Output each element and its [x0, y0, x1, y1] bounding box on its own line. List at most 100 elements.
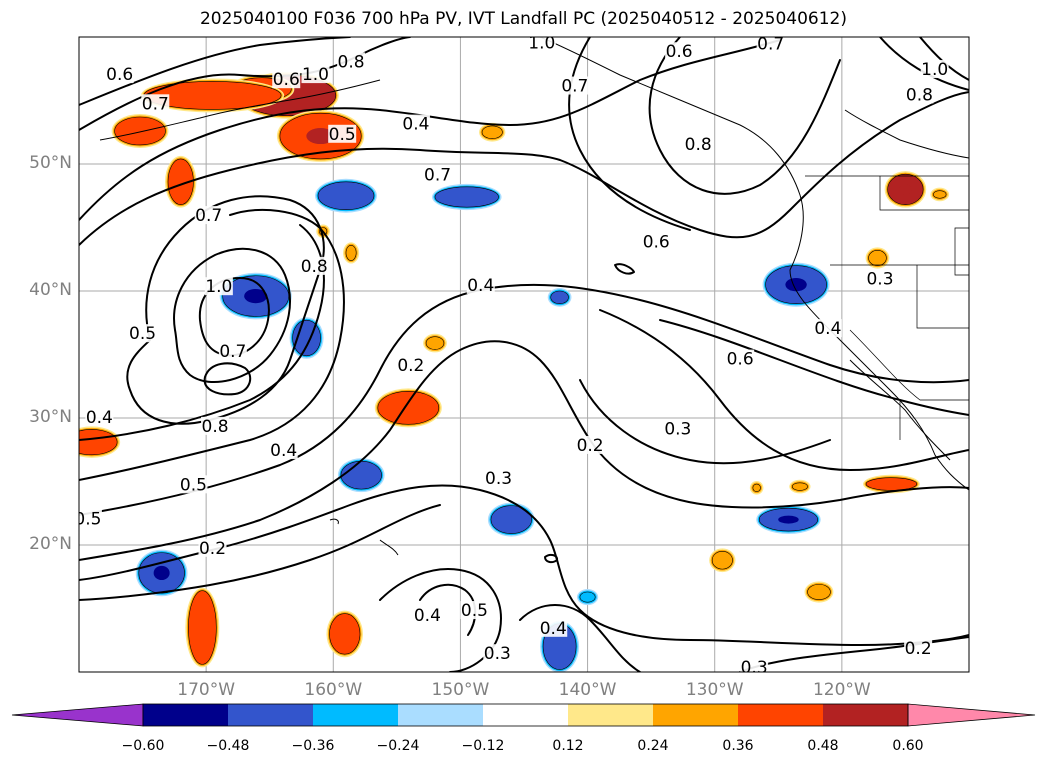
- ivt-anomaly: [804, 581, 834, 603]
- ivt-anomaly: [276, 110, 365, 162]
- longitude-label: 120°W: [812, 680, 871, 700]
- pv-contour-label: 0.8: [685, 135, 712, 155]
- pv-contour-labels: 1.00.60.70.60.81.0 0.6 0.71.00.80.70.50.40…: [74, 33, 949, 678]
- pv-contour-lines: [79, 37, 969, 672]
- ivt-anomaly: [487, 502, 535, 537]
- latitude-label: 30°N: [29, 407, 72, 427]
- ivt-anomaly: [140, 78, 285, 113]
- pv-contour-label: 0.7: [561, 77, 588, 97]
- ivt-anomaly: [479, 122, 506, 142]
- pv-contour-label: 0.8: [202, 417, 229, 437]
- colorbar-bin: [483, 704, 568, 726]
- political-borders: [805, 175, 969, 440]
- pv-contour-label: 0.4: [402, 115, 429, 135]
- pv-contour-label: 0.6: [273, 70, 300, 90]
- pv-contour-label: 0.7: [757, 35, 784, 55]
- ivt-anomaly: [756, 505, 821, 535]
- pv-contour-label: 0.3: [664, 419, 691, 439]
- coastlines: [99, 37, 969, 556]
- pv-contour-label: 0.4: [86, 408, 113, 428]
- colorbar-tick-label: −0.36: [291, 738, 335, 754]
- colorbar-tick-label: 0.60: [892, 738, 924, 754]
- colorbar-bin: [398, 704, 483, 726]
- colorbar-tick-label: −0.48: [206, 738, 250, 754]
- ivt-anomaly: [863, 474, 920, 494]
- colorbar-bin: [823, 704, 908, 726]
- colorbar-bin: [653, 704, 738, 726]
- colorbar: [11, 703, 1036, 727]
- pv-contour-label: 0.2: [199, 539, 226, 559]
- ivt-anomaly: [289, 317, 324, 359]
- ivt-anomaly: [315, 178, 377, 213]
- longitude-label: 140°W: [558, 680, 617, 700]
- ivt-anomaly: [343, 242, 360, 264]
- pv-contour-label: 0.3: [485, 469, 512, 489]
- pv-contour-label: 0.3: [484, 644, 511, 664]
- longitude-label: 170°W: [177, 680, 236, 700]
- ivt-anomaly: [79, 426, 121, 458]
- colorbar-tick-label: 0.12: [552, 738, 584, 754]
- pv-contour-label: 0.3: [866, 270, 893, 290]
- ivt-anomaly: [423, 333, 447, 353]
- ivt-anomaly: [749, 481, 764, 495]
- pv-contour-label: 0.6: [643, 233, 670, 253]
- pv-contour-label: 0.2: [397, 356, 424, 376]
- pv-contour-label: 0.6: [106, 65, 133, 85]
- longitude-label: 150°W: [431, 680, 490, 700]
- ivt-anomaly: [185, 587, 220, 668]
- colorbar-tick-label: −0.60: [121, 738, 165, 754]
- pv-contour-label: 0.7: [195, 206, 222, 226]
- pv-contour-label: 1.0: [528, 33, 555, 53]
- latitude-label: 50°N: [29, 153, 72, 173]
- latitude-label: 20°N: [29, 534, 72, 554]
- longitude-label: 130°W: [685, 680, 744, 700]
- colorbar-tick-label: 0.36: [722, 738, 754, 754]
- pv-contour-label: 0.6: [666, 42, 693, 62]
- ivt-anomaly: [789, 479, 811, 494]
- colorbar-tick-label: 0.48: [807, 738, 839, 754]
- ivt-anomaly: [576, 588, 599, 606]
- pv-contour-label: 0.4: [414, 606, 441, 626]
- pv-contour-label: 0.5: [74, 510, 101, 530]
- pv-contour-label: 0.4: [814, 319, 841, 339]
- ivt-anomaly: [337, 458, 385, 493]
- ivt-anomaly: [326, 610, 363, 658]
- colorbar-bin: [313, 704, 398, 726]
- pv-contour-label: 1.0: [205, 277, 232, 297]
- latitude-label: 40°N: [29, 280, 72, 300]
- ivt-anomaly: [219, 272, 292, 320]
- pv-contour-label: 0.2: [905, 639, 932, 659]
- ivt-anomaly: [135, 549, 188, 597]
- pv-contour-label: 0.5: [329, 125, 356, 145]
- pv-contour-label: 0.7: [424, 165, 451, 185]
- colorbar-bin: [738, 704, 823, 726]
- pv-contour-label: 0.6: [727, 350, 754, 370]
- ivt-anomaly: [111, 114, 169, 148]
- pv-contour-label: 0.8: [338, 52, 365, 72]
- colorbar-tick-label: 0.24: [637, 738, 669, 754]
- pv-contour-label: 0.4: [467, 276, 494, 296]
- colorbar-frame: [142, 703, 909, 727]
- longitude-label: 160°W: [304, 680, 363, 700]
- pv-contour-label: 0.7: [219, 342, 246, 362]
- pv-contour-label: 0.2: [577, 436, 604, 456]
- ivt-anomaly: [165, 155, 197, 208]
- ivt-anomaly: [884, 171, 927, 208]
- map-frame: [78, 36, 970, 673]
- ivt-anomaly: [547, 288, 572, 307]
- pv-contour-label: 1.0: [921, 60, 948, 80]
- pv-contour-label: 0.8: [301, 257, 328, 277]
- pv-contour-label: 0.3: [741, 658, 768, 678]
- map-title: 2025040100 F036 700 hPa PV, IVT Landfall…: [199, 9, 847, 29]
- ivt-anomaly: [374, 388, 442, 428]
- colorbar-bin: [143, 704, 228, 726]
- ivt-anomaly: [762, 262, 830, 307]
- pv-contour-label: 0.5: [180, 475, 207, 495]
- colorbar-tick-label: −0.12: [461, 738, 505, 754]
- pv-contour-label: 1.0: [302, 65, 329, 85]
- colorbar-extend-high: [907, 703, 1036, 727]
- ivt-anomaly: [865, 247, 890, 269]
- ivt-anomaly: [432, 183, 502, 211]
- pv-contour-label: 0.5: [129, 324, 156, 344]
